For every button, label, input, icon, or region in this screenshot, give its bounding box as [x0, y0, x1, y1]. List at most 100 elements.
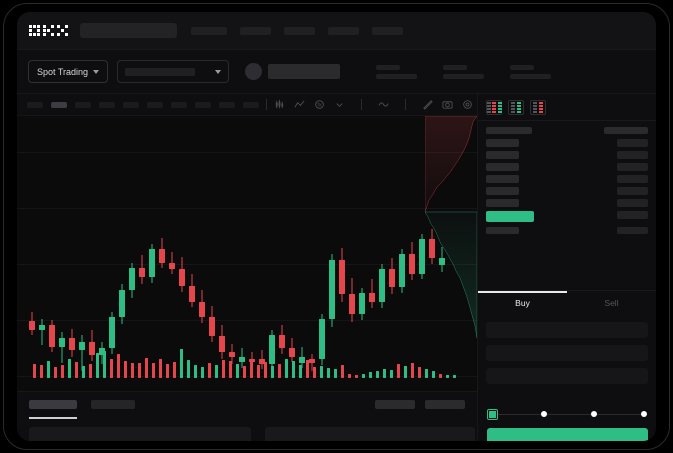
- order-amount-field[interactable]: [486, 345, 648, 361]
- orderbook-asks-icon[interactable]: [530, 100, 546, 115]
- timeframe-button-9[interactable]: [243, 101, 259, 108]
- orderbook-mode-bars: [492, 102, 496, 113]
- order-total-field[interactable]: [486, 368, 648, 384]
- orderbook-amount: [617, 199, 648, 207]
- trading-mode-select[interactable]: Spot Trading: [28, 60, 109, 83]
- timeframe-button-0[interactable]: [27, 101, 43, 108]
- svg-text:fx: fx: [317, 103, 322, 109]
- candlestick-chart[interactable]: [17, 116, 477, 391]
- orderbook-row[interactable]: [486, 139, 648, 147]
- nav-item-3[interactable]: [328, 26, 359, 35]
- orderbook-row[interactable]: [486, 163, 648, 171]
- okx-logo[interactable]: [29, 25, 68, 36]
- timeframe-button-7[interactable]: [195, 101, 211, 108]
- volume-bar: [327, 368, 330, 378]
- nav-item-0[interactable]: [191, 26, 227, 35]
- tab-sell[interactable]: Sell: [604, 297, 619, 308]
- orderbook-row[interactable]: [486, 151, 648, 159]
- orders-action-0[interactable]: [375, 400, 415, 409]
- gridline-0: [17, 152, 477, 153]
- camera-icon[interactable]: [442, 99, 453, 110]
- tab-buy[interactable]: Buy: [478, 291, 567, 314]
- candle-body: [429, 239, 435, 258]
- candle: [369, 116, 375, 391]
- candle-body: [209, 317, 215, 336]
- line-chart-icon[interactable]: [294, 99, 305, 110]
- candle-body: [419, 239, 425, 274]
- app-screen: Spot Trading fx: [17, 12, 656, 441]
- stat-label: [443, 64, 468, 70]
- nav-item-2[interactable]: [284, 26, 315, 35]
- trading-pair-select[interactable]: [117, 60, 230, 83]
- candle: [389, 116, 395, 391]
- orderbook-row[interactable]: [486, 187, 648, 195]
- volume-bar: [215, 365, 218, 378]
- candle-body: [39, 325, 45, 330]
- orderbook-mode-bars: [516, 102, 521, 113]
- stepper-active-handle[interactable]: [488, 409, 497, 419]
- timeframe-button-8[interactable]: [219, 101, 235, 108]
- stepper-dot-1[interactable]: [540, 410, 547, 418]
- timeframe-button-4[interactable]: [123, 101, 139, 108]
- market-stats: [350, 64, 552, 79]
- gridline-4: [17, 376, 477, 377]
- candle-body: [169, 263, 175, 269]
- submit-order-button[interactable]: [487, 428, 648, 441]
- volume-bar: [278, 364, 281, 378]
- drawing-tools-icon[interactable]: [422, 99, 433, 110]
- volume-bar: [33, 364, 36, 378]
- stepper-dot-3[interactable]: [640, 410, 647, 418]
- orderbook-row[interactable]: [486, 226, 648, 234]
- candle-body: [309, 359, 315, 363]
- orderbook-row[interactable]: [486, 211, 648, 222]
- orderbook-amount: [617, 226, 648, 234]
- nav-item-4[interactable]: [372, 26, 403, 35]
- volume-bar: [145, 358, 148, 378]
- wave-chart-icon[interactable]: [378, 99, 389, 110]
- indicators-icon[interactable]: fx: [314, 99, 325, 110]
- candle: [339, 116, 345, 391]
- tab-order-history[interactable]: [91, 400, 135, 409]
- stat-label: [376, 64, 401, 70]
- orderbook-rows: [486, 139, 648, 234]
- timeframe-button-1[interactable]: [51, 101, 67, 108]
- nav-item-1[interactable]: [240, 26, 271, 35]
- orderbook-price: [486, 187, 519, 195]
- orderbook-row[interactable]: [486, 199, 648, 207]
- volume-bar: [369, 372, 372, 378]
- candle: [59, 116, 65, 391]
- order-price-field[interactable]: [486, 322, 648, 338]
- candle-body: [379, 269, 385, 302]
- volume-bar: [173, 362, 176, 378]
- volume-bar: [250, 361, 253, 378]
- amount-slider-stepper[interactable]: [488, 408, 647, 420]
- stat-value: [510, 73, 552, 79]
- settings-gear-icon[interactable]: [462, 99, 473, 110]
- candle-body: [99, 348, 105, 355]
- timeframe-button-5[interactable]: [147, 101, 163, 108]
- candlestick-chart-icon[interactable]: [274, 99, 285, 110]
- orderbook-row[interactable]: [486, 175, 648, 183]
- timeframe-button-3[interactable]: [99, 101, 115, 108]
- search-input[interactable]: [80, 23, 177, 38]
- candle-body: [259, 359, 265, 364]
- orderbook-bids-icon[interactable]: [508, 100, 524, 115]
- candle-body: [319, 319, 325, 359]
- stepper-dot-2[interactable]: [590, 410, 597, 418]
- volume-bar: [257, 365, 260, 378]
- volume-bar: [383, 369, 386, 378]
- orders-action-1[interactable]: [425, 400, 465, 409]
- candle: [129, 116, 135, 391]
- orderbook-amount: [617, 151, 648, 159]
- timeframe-button-2[interactable]: [75, 101, 91, 108]
- orderbook-both-icon[interactable]: [486, 100, 502, 115]
- candle: [419, 116, 425, 391]
- stat-label: [510, 64, 535, 70]
- volume-bar: [222, 360, 225, 378]
- logo-glyph-o: [29, 25, 40, 36]
- timeframe-button-6[interactable]: [171, 101, 187, 108]
- tab-open-orders[interactable]: [29, 400, 77, 409]
- volume-bar: [208, 363, 211, 378]
- chart-type-chevron-icon[interactable]: [334, 99, 345, 110]
- coin-avatar: [245, 63, 263, 80]
